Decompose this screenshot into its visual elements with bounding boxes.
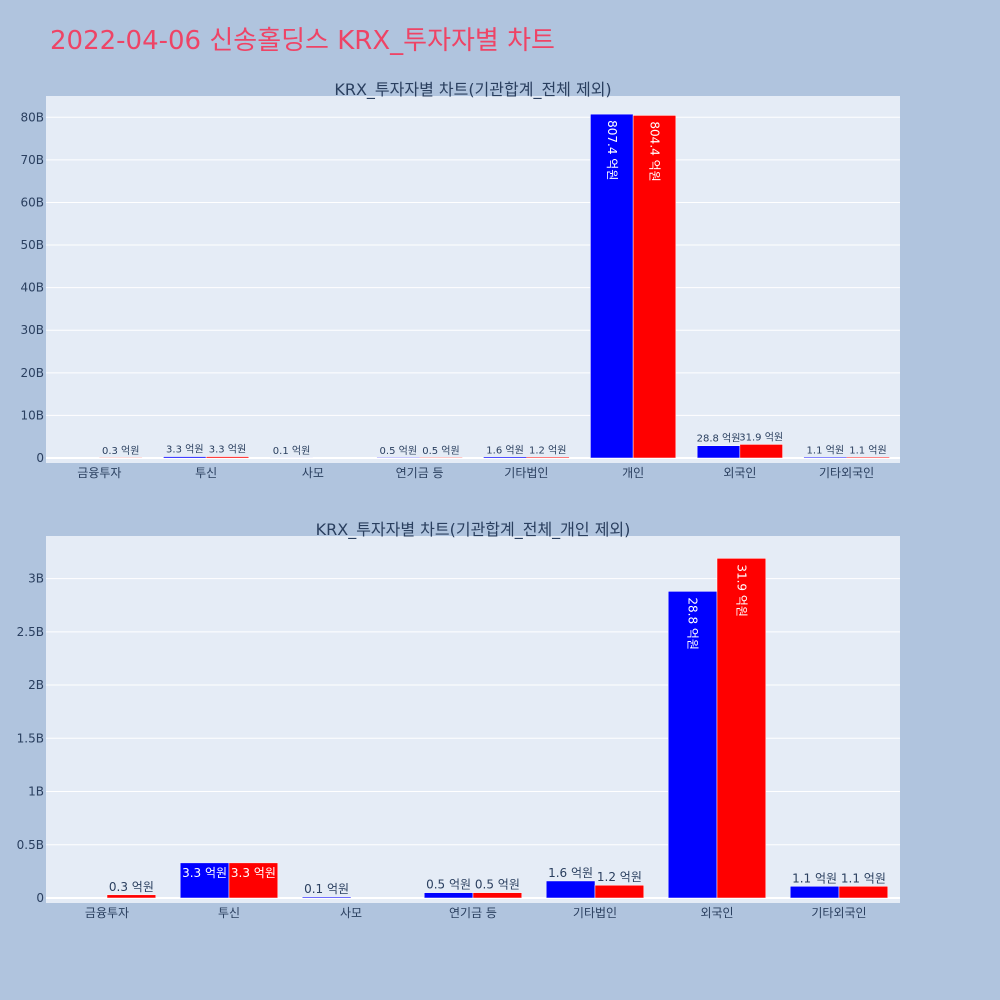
chart-title: KRX_투자자별 차트(기관합계_전체_개인 제외) [316,520,631,540]
data-label: 3.3 억원 [231,866,276,880]
bar [632,115,677,459]
y-tick-label: 20B [20,366,44,380]
bar [179,862,230,899]
chart-title: KRX_투자자별 차트(기관합계_전체 제외) [334,80,611,100]
data-label: 0.5 억원 [475,878,520,892]
data-label: 31.9 억원 [739,431,783,443]
bar [716,558,767,899]
bar [301,896,352,899]
data-label: 28.8 억원 [686,597,700,650]
plot-area [46,536,900,903]
data-label: 0.1 억원 [304,882,349,896]
data-label: 807.4 억원 [605,120,619,180]
plot-area [46,96,900,463]
x-tick-label: 기타외국인 [819,466,874,480]
bar [423,892,474,899]
bar [739,444,783,459]
y-tick-label: 60B [20,195,44,209]
y-tick-label: 2.5B [17,625,44,639]
data-label: 3.3 억원 [209,444,246,456]
bar [667,591,718,899]
data-label: 28.8 억원 [697,433,741,445]
bar [228,862,279,899]
bar [789,886,840,899]
bar [472,892,523,899]
x-tick-label: 연기금 등 [396,466,444,480]
y-tick-label: 40B [20,281,44,295]
data-label: 31.9 억원 [734,564,748,617]
bar [696,445,741,459]
x-tick-label: 개인 [622,466,644,480]
data-label: 1.1 억원 [841,871,886,885]
data-label: 0.1 억원 [273,445,310,457]
y-tick-label: 1B [28,785,44,799]
x-tick-label: 연기금 등 [449,906,497,920]
bar [163,456,207,459]
y-tick-label: 80B [20,110,44,124]
data-label: 1.1 억원 [807,445,844,457]
chart-bottom-panel: KRX_투자자별 차트(기관합계_전체_개인 제외) 0 0.5B 1B 1.5B 2B 2… [17,520,900,920]
bar [106,894,157,899]
data-label: 1.6 억원 [548,866,593,880]
x-tick-label: 기타법인 [504,466,548,480]
y-tick-label: 0 [36,891,44,905]
data-label: 0.5 억원 [380,445,417,457]
bar [205,456,250,459]
bar [838,886,889,899]
data-label: 1.2 억원 [529,444,566,456]
x-tick-label: 기타외국인 [811,906,866,920]
data-label: 1.2 억원 [597,870,642,884]
y-tick-label: 1.5B [17,731,44,745]
y-tick-label: 10B [20,408,44,422]
data-label: 0.3 억원 [102,445,139,457]
bar [526,457,570,458]
y-tick-label: 50B [20,238,44,252]
data-label: 3.3 억원 [182,866,227,880]
chart-top-panel: KRX_투자자별 차트(기관합계_전체 제외) 0 10B 20B 30B 40B 50B 6… [20,80,900,480]
data-label: 0.3 억원 [109,880,154,894]
x-tick-label: 외국인 [700,906,733,920]
y-tick-label: 30B [20,323,44,337]
data-label: 804.4 억원 [647,121,661,181]
x-tick-label: 금융투자 [85,906,129,920]
data-label: 3.3 억원 [166,444,203,456]
y-tick-label: 0 [36,451,44,465]
x-tick-label: 투신 [218,906,240,920]
x-tick-label: 사모 [302,466,324,480]
x-tick-label: 외국인 [723,466,756,480]
x-tick-label: 금융투자 [77,466,121,480]
y-tick-label: 70B [20,153,44,167]
page-title: 2022-04-06 신송홀딩스 KRX_투자자별 차트 [50,26,555,56]
data-label: 0.5 억원 [422,445,459,457]
data-label: 1.1 억원 [849,445,886,457]
data-label: 1.1 억원 [792,871,837,885]
x-tick-label: 기타법인 [573,906,617,920]
y-tick-label: 2B [28,678,44,692]
x-tick-label: 사모 [340,906,362,920]
y-tick-label: 0.5B [17,838,44,852]
data-label: 0.5 억원 [426,878,471,892]
bar [594,884,645,899]
x-tick-label: 투신 [195,466,217,480]
bar [483,457,527,458]
y-tick-label: 3B [28,572,44,586]
data-label: 1.6 억원 [486,444,523,456]
bar [545,880,596,899]
